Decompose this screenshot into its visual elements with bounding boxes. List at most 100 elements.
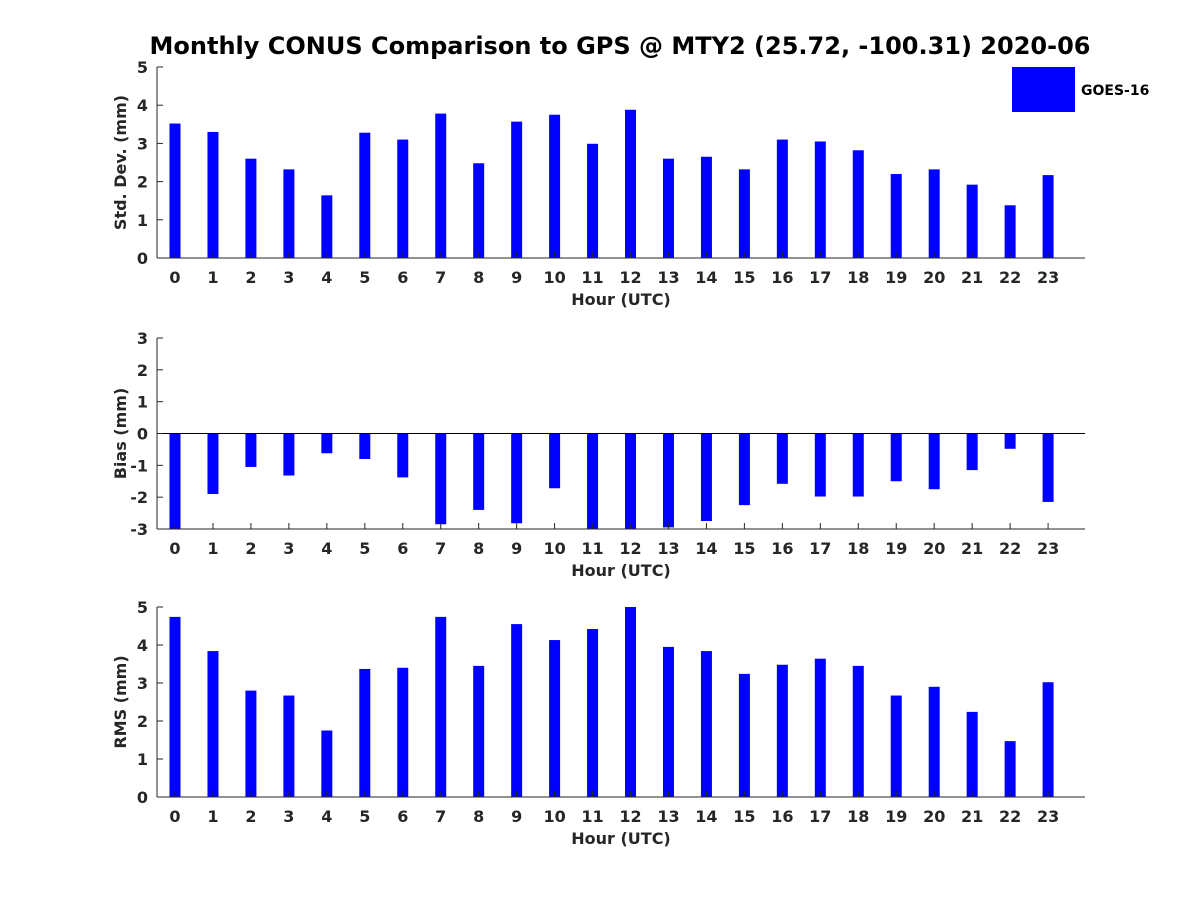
- legend-label: GOES-16: [1081, 83, 1149, 99]
- x-tick-label: 7: [435, 539, 446, 558]
- y-tick-label: 2: [137, 361, 148, 380]
- bar-panel2-hour-9: [511, 433, 523, 524]
- bar-panel3-hour-1: [207, 651, 219, 797]
- bar-panel2-hour-13: [662, 433, 674, 528]
- x-tick-label: 6: [397, 268, 408, 287]
- x-tick-label: 7: [435, 807, 446, 826]
- x-tick-label: 11: [581, 268, 603, 287]
- x-tick-label: 15: [733, 539, 755, 558]
- bar-panel2-hour-4: [321, 433, 333, 454]
- y-tick-label: 0: [137, 425, 148, 444]
- x-tick-label: 2: [245, 539, 256, 558]
- x-tick-label: 18: [847, 807, 869, 826]
- x-tick-label: 9: [511, 807, 522, 826]
- bar-panel3-hour-8: [473, 665, 485, 797]
- x-tick-label: 21: [961, 539, 983, 558]
- x-tick-label: 19: [885, 539, 907, 558]
- bar-panel2-hour-14: [700, 433, 712, 522]
- bar-panel3-hour-10: [549, 640, 561, 797]
- y-tick-label: -1: [130, 456, 148, 475]
- y-tick-label: 1: [137, 393, 148, 412]
- bar-panel1-hour-17: [814, 141, 826, 258]
- y-tick-label: 3: [137, 674, 148, 693]
- x-tick-label: 11: [581, 539, 603, 558]
- x-tick-label: 20: [923, 539, 945, 558]
- bar-panel3-hour-7: [435, 616, 447, 797]
- y-axis-label: Bias (mm): [111, 388, 130, 480]
- bar-panel3-hour-2: [245, 690, 257, 797]
- x-tick-label: 7: [435, 268, 446, 287]
- x-tick-label: 21: [961, 268, 983, 287]
- y-axis-label: Std. Dev. (mm): [111, 95, 130, 230]
- x-tick-label: 1: [207, 807, 218, 826]
- y-tick-label: -2: [130, 488, 148, 507]
- y-tick-label: 3: [137, 329, 148, 348]
- bar-panel3-hour-16: [776, 664, 788, 797]
- y-tick-label: 4: [137, 636, 148, 655]
- bar-panel2-hour-3: [283, 433, 295, 476]
- x-tick-label: 16: [771, 539, 793, 558]
- bar-panel2-hour-21: [966, 433, 978, 471]
- x-tick-label: 20: [923, 807, 945, 826]
- x-tick-label: 15: [733, 807, 755, 826]
- bar-panel3-hour-9: [511, 624, 523, 797]
- y-axis-label: RMS (mm): [111, 655, 130, 748]
- bar-panel2-hour-22: [1004, 433, 1016, 449]
- legend-swatch: [1012, 67, 1075, 112]
- x-tick-label: 13: [657, 268, 679, 287]
- bar-panel1-hour-5: [359, 132, 371, 258]
- bar-panel2-hour-23: [1042, 433, 1054, 502]
- x-tick-label: 13: [657, 807, 679, 826]
- x-tick-label: 17: [809, 539, 831, 558]
- bar-panel2-hour-10: [549, 433, 561, 489]
- x-tick-label: 18: [847, 539, 869, 558]
- x-tick-label: 20: [923, 268, 945, 287]
- bar-panel3-hour-3: [283, 695, 295, 797]
- x-tick-label: 0: [169, 539, 180, 558]
- x-axis-label: Hour (UTC): [571, 290, 671, 309]
- x-tick-label: 13: [657, 539, 679, 558]
- bar-panel2-hour-7: [435, 433, 447, 525]
- x-tick-label: 16: [771, 807, 793, 826]
- x-tick-label: 12: [619, 268, 641, 287]
- x-tick-label: 5: [359, 807, 370, 826]
- x-tick-label: 8: [473, 268, 484, 287]
- bar-panel1-hour-12: [625, 109, 637, 258]
- x-tick-label: 14: [695, 807, 717, 826]
- x-tick-label: 19: [885, 807, 907, 826]
- bar-panel1-hour-15: [738, 169, 750, 258]
- bar-panel3-hour-15: [738, 673, 750, 797]
- bar-panel2-hour-15: [738, 433, 750, 506]
- bar-panel1-hour-3: [283, 169, 295, 258]
- y-tick-label: -3: [130, 520, 148, 539]
- x-tick-label: 23: [1037, 268, 1059, 287]
- x-tick-label: 2: [245, 268, 256, 287]
- y-tick-label: 5: [137, 58, 148, 77]
- x-tick-label: 10: [543, 268, 565, 287]
- x-tick-label: 8: [473, 539, 484, 558]
- y-tick-label: 5: [137, 598, 148, 617]
- x-tick-label: 3: [283, 268, 294, 287]
- x-tick-label: 10: [543, 807, 565, 826]
- x-tick-label: 16: [771, 268, 793, 287]
- x-tick-label: 0: [169, 268, 180, 287]
- x-tick-label: 23: [1037, 807, 1059, 826]
- bar-panel1-hour-7: [435, 113, 447, 258]
- x-tick-label: 14: [695, 539, 717, 558]
- x-tick-label: 17: [809, 268, 831, 287]
- y-tick-label: 0: [137, 788, 148, 807]
- x-tick-label: 8: [473, 807, 484, 826]
- bar-panel3-hour-5: [359, 668, 371, 797]
- x-tick-label: 2: [245, 807, 256, 826]
- chart-title: Monthly CONUS Comparison to GPS @ MTY2 (…: [150, 32, 1091, 60]
- bar-panel3-hour-17: [814, 658, 826, 797]
- y-tick-label: 3: [137, 134, 148, 153]
- bar-panel1-hour-22: [1004, 205, 1016, 258]
- x-tick-label: 10: [543, 539, 565, 558]
- bar-panel2-hour-5: [359, 433, 371, 459]
- bar-panel3-hour-13: [662, 646, 674, 797]
- bar-panel2-hour-19: [890, 433, 902, 482]
